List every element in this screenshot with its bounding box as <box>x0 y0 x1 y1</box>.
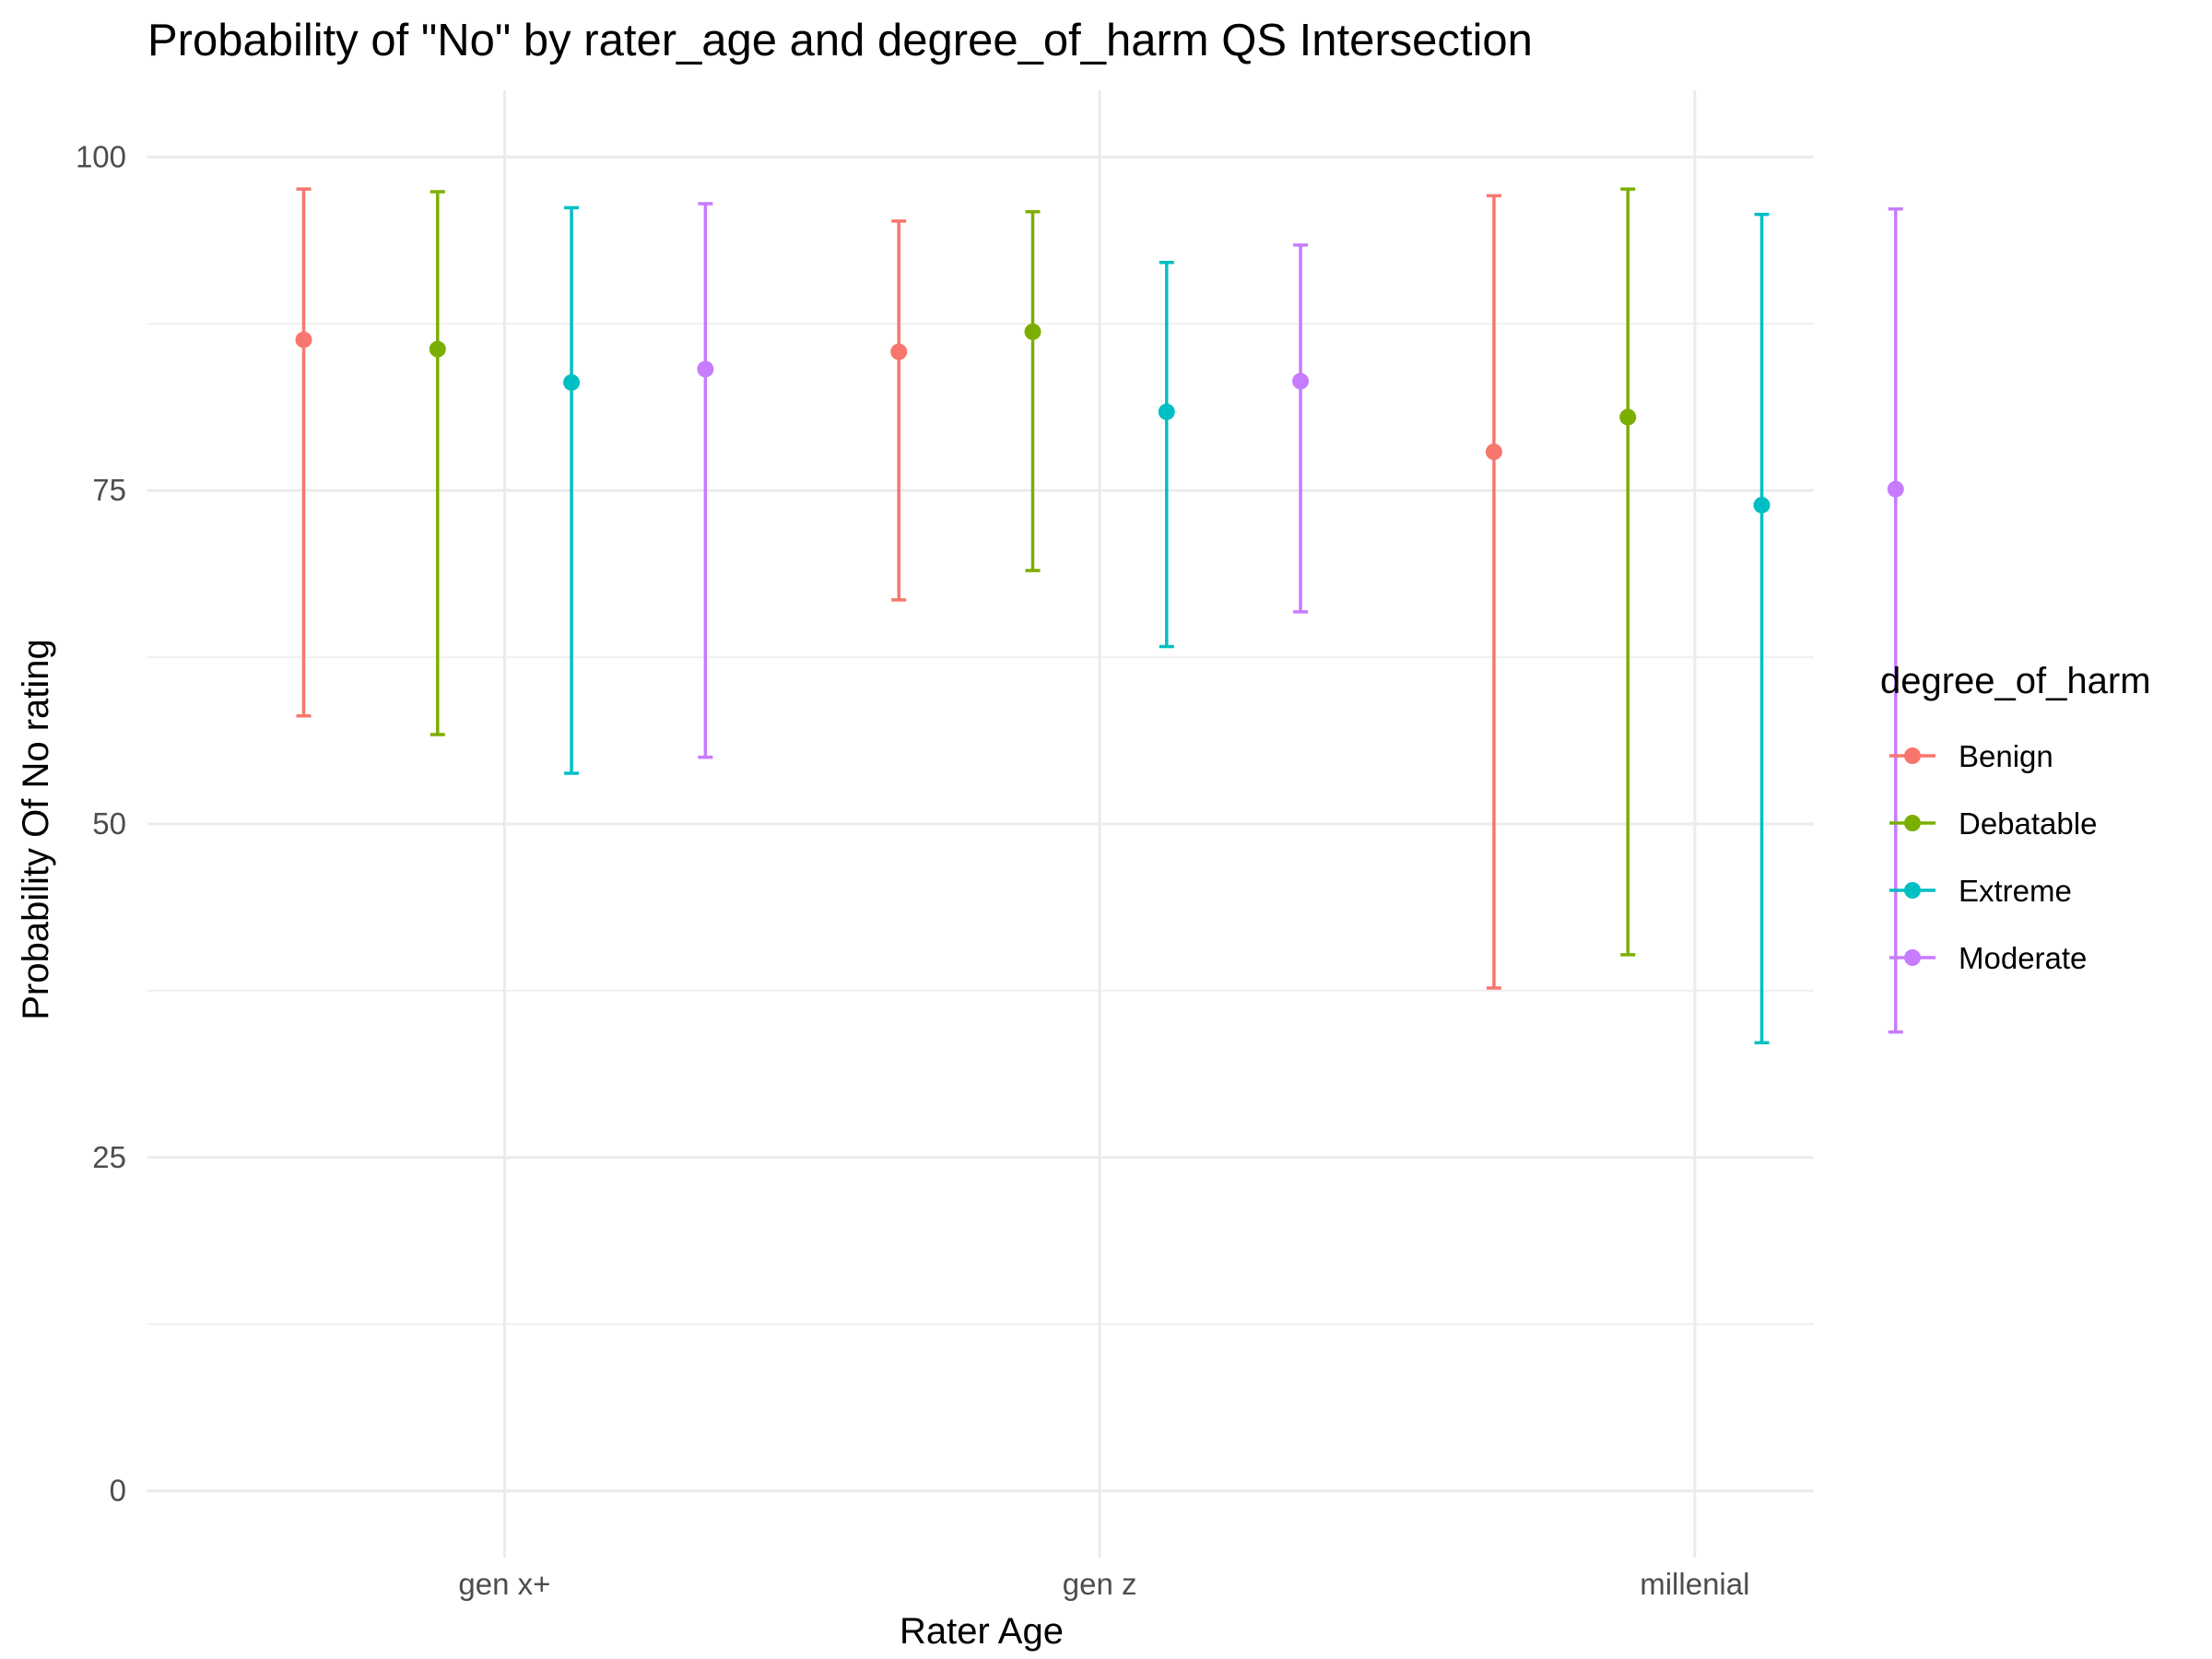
legend-key-point <box>1904 815 1921 831</box>
legend-title: degree_of_harm <box>1880 661 2151 701</box>
y-axis-title: Probability Of No rating <box>16 639 56 1020</box>
data-point <box>1024 323 1041 340</box>
data-point <box>1887 480 1904 498</box>
legend-item-benign: Benign <box>1889 739 2053 773</box>
data-point <box>1619 408 1637 426</box>
legend-label: Extreme <box>1959 874 2072 908</box>
chart-title: Probability of "No" by rater_age and deg… <box>147 16 1533 65</box>
data-point <box>563 373 581 391</box>
series-moderate <box>697 202 1904 1034</box>
series-debatable <box>429 187 1637 957</box>
x-tick-label: gen x+ <box>458 1567 550 1601</box>
legend-key-point <box>1904 747 1921 764</box>
legend-item-debatable: Debatable <box>1889 806 2097 841</box>
data-point <box>697 360 714 378</box>
data-point <box>1753 497 1771 514</box>
y-tick-label: 100 <box>76 139 126 173</box>
y-tick-label: 75 <box>92 473 126 507</box>
y-tick-label: 0 <box>110 1474 126 1508</box>
x-tick-label: millenial <box>1640 1567 1749 1601</box>
data-point <box>1158 403 1175 420</box>
series-extreme <box>563 206 1771 1045</box>
series-benign <box>295 187 1502 990</box>
grid <box>147 90 1814 1558</box>
data-point <box>429 340 446 358</box>
legend-label: Debatable <box>1959 806 2097 841</box>
legend-key-point <box>1904 949 1921 966</box>
legend-label: Moderate <box>1959 941 2087 975</box>
legend-item-extreme: Extreme <box>1889 874 2072 908</box>
data-point <box>1485 443 1502 461</box>
legend-item-moderate: Moderate <box>1889 941 2087 975</box>
legend: degree_of_harm Benign Debatable Extreme Mod… <box>1880 661 2151 975</box>
data-point <box>295 331 312 348</box>
y-tick-label: 50 <box>92 806 126 841</box>
legend-key-point <box>1904 882 1921 899</box>
x-axis-title: Rater Age <box>900 1611 1064 1652</box>
y-tick-label: 25 <box>92 1140 126 1174</box>
legend-label: Benign <box>1959 739 2053 773</box>
tick-labels: 0 25 50 75 100 gen x+ gen z millenial <box>76 139 1750 1601</box>
data-point <box>890 343 908 360</box>
x-tick-label: gen z <box>1063 1567 1137 1601</box>
data-marks <box>295 187 1904 1045</box>
data-point <box>1292 372 1310 390</box>
